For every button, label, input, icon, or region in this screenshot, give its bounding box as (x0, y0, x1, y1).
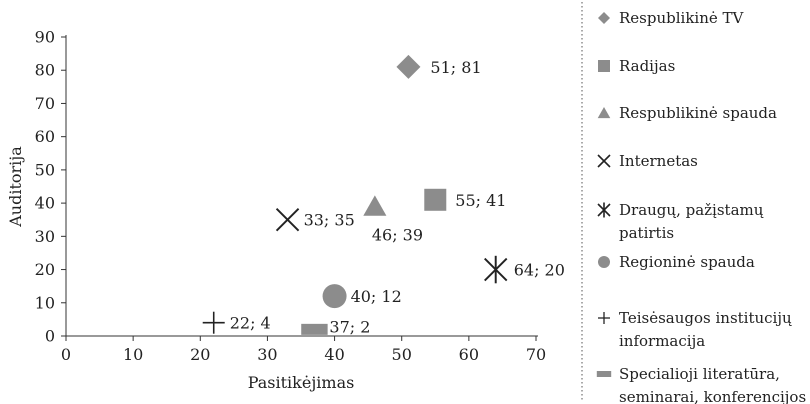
data-point-plus (202, 311, 225, 334)
data-point-triangle (363, 195, 387, 216)
data-point-square-shape (424, 188, 447, 211)
data-point-bar-shape (301, 323, 328, 335)
y-tick-label: 10 (35, 293, 55, 312)
data-point-triangle-shape (363, 195, 387, 216)
legend-label: Internetas (619, 152, 698, 170)
data-point-circle-shape (322, 284, 347, 309)
legend-marker-triangle-shape (597, 107, 611, 119)
legend-label: informacija (619, 332, 705, 350)
x-tick-label: 20 (190, 345, 210, 364)
legend-label: Regioninė spauda (619, 253, 755, 271)
y-tick-label: 60 (35, 127, 55, 146)
legend-label: Teisėsaugos institucijų (619, 309, 792, 327)
legend-marker-asterisk (597, 202, 611, 218)
data-label: 51; 81 (430, 58, 481, 77)
x-axis-title: Pasitikėjimas (248, 373, 355, 392)
x-tick-label: 70 (526, 345, 546, 364)
legend-marker-bar-shape (596, 371, 612, 377)
x-tick-label: 40 (324, 345, 344, 364)
data-point-x (275, 208, 300, 232)
data-label: 55; 41 (455, 191, 506, 210)
legend-label: Specialioji literatūra, (619, 365, 780, 383)
data-point-diamond-shape (396, 54, 421, 79)
x-tick-label: 10 (123, 345, 143, 364)
legend-marker-square (598, 60, 610, 72)
y-tick-label: 20 (35, 260, 55, 279)
data-label: 33; 35 (304, 211, 355, 230)
y-tick-label: 0 (45, 327, 55, 346)
x-tick-label: 60 (459, 345, 479, 364)
data-point-square (424, 188, 447, 211)
legend-marker-square-shape (598, 60, 610, 72)
legend-marker-bar (596, 371, 612, 377)
y-tick-label: 40 (35, 194, 55, 213)
legend-marker-circle (598, 256, 610, 268)
legend-label: Respublikinė spauda (619, 104, 777, 122)
data-point-bar (301, 323, 328, 335)
data-label: 37; 2 (329, 317, 370, 336)
x-tick-label: 50 (392, 345, 412, 364)
legend-label: seminarai, konferencijos (619, 388, 806, 404)
legend-marker-diamond (598, 12, 610, 24)
y-tick-label: 80 (35, 61, 55, 80)
data-label: 46; 39 (372, 225, 423, 244)
data-point-circle (322, 284, 347, 309)
legend-marker-plus (598, 312, 610, 324)
legend-label: Respublikinė TV (619, 9, 745, 27)
data-point-asterisk (484, 255, 508, 284)
data-label: 40; 12 (351, 287, 402, 306)
legend-marker-x (597, 154, 611, 168)
y-axis-title: Auditorija (6, 146, 25, 228)
data-point-x-stroke (275, 208, 300, 232)
data-label: 64; 20 (514, 261, 565, 280)
y-tick-label: 50 (35, 160, 55, 179)
data-label: 22; 4 (230, 314, 271, 333)
legend-label: patirtis (619, 224, 674, 242)
legend-marker-circle-shape (598, 256, 610, 268)
legend-marker-triangle (597, 107, 611, 119)
legend-label: Draugų, pažįstamų (619, 201, 764, 219)
y-tick-label: 70 (35, 94, 55, 113)
legend-marker-diamond-shape (598, 12, 610, 24)
x-tick-label: 0 (61, 345, 71, 364)
data-point-diamond (396, 54, 421, 79)
y-tick-label: 30 (35, 227, 55, 246)
y-tick-label: 90 (35, 28, 55, 47)
legend-label: Radijas (619, 57, 675, 75)
x-tick-label: 30 (257, 345, 277, 364)
legend-marker-x-stroke (597, 154, 611, 168)
